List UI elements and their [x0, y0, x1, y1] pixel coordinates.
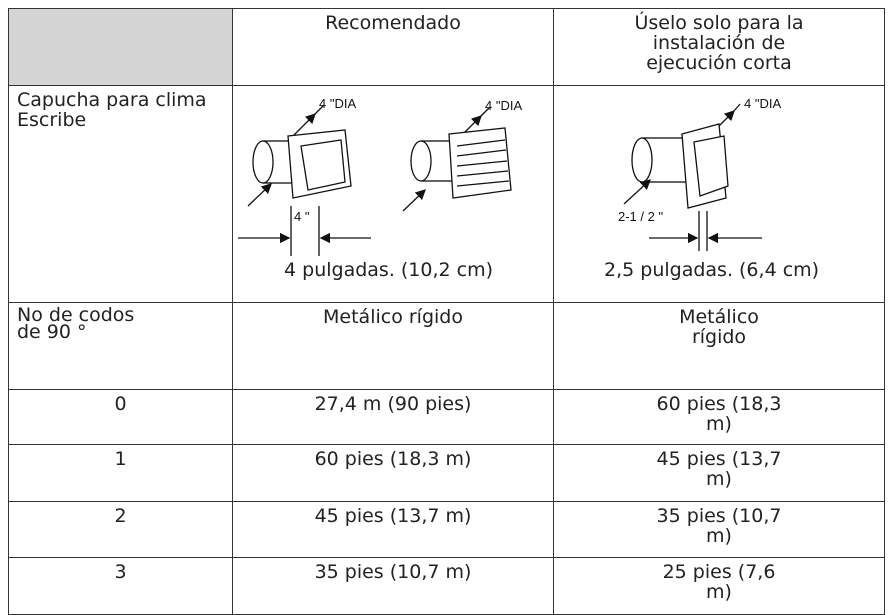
- cell: 60 pies (18,3 m): [553, 389, 885, 445]
- cell: 2: [8, 501, 233, 558]
- cell-text: 35 pies (10,7 m): [656, 505, 782, 547]
- cell: 1: [8, 444, 233, 502]
- cell: Metálico rígido: [232, 302, 554, 390]
- hood-drawing: 4 "DIA 4 "DIA 4 " 4 pulgadas. (10,2 cm): [238, 96, 522, 281]
- material-row: No de codos de 90 ° Metálico rígido Metá…: [8, 302, 885, 390]
- header-cell: Recomendado: [232, 8, 554, 86]
- row: 2 45 pies (13,7 m) 35 pies (10,7 m): [8, 501, 885, 558]
- size-label: 4 pulgadas. (10,2 cm): [284, 259, 493, 281]
- cell-text: Metálico rígido: [679, 306, 759, 348]
- cell-text: 60 pies (18,3 m): [656, 393, 782, 435]
- hood-cell: 4 "DIA 4 "DIA 4 " 4 pulgadas. (10,2 cm): [232, 85, 554, 303]
- header-text: Úselo solo para la instalación de ejecuc…: [634, 12, 804, 74]
- cell: 45 pies (13,7 m): [232, 501, 554, 558]
- cell: 45 pies (13,7 m): [553, 444, 885, 502]
- cell: 60 pies (18,3 m): [232, 444, 554, 502]
- row-label: No de codos de 90 °: [8, 302, 233, 390]
- header-row: Recomendado Úselo solo para la instalaci…: [8, 8, 885, 86]
- row-label: Capucha para clima Escribe: [8, 85, 233, 303]
- row: 0 27,4 m (90 pies) 60 pies (18,3 m): [8, 389, 885, 445]
- header-cell: Úselo solo para la instalación de ejecuc…: [553, 8, 885, 86]
- dia-label: 4 "DIA: [744, 96, 781, 111]
- width-label: 4 ": [294, 209, 310, 224]
- size-label: 2,5 pulgadas. (6,4 cm): [604, 259, 819, 281]
- cell-text: 45 pies (13,7 m): [656, 448, 782, 490]
- dia-label: 4 "DIA: [319, 96, 356, 111]
- cell: Metálico rígido: [553, 302, 885, 390]
- dia-label: 4 "DIA: [485, 98, 522, 113]
- row-label-text: No de codos de 90 °: [17, 304, 135, 343]
- vent-table: Recomendado Úselo solo para la instalaci…: [8, 8, 885, 615]
- width-label: 2-1 / 2 ": [618, 209, 663, 224]
- cell: 3: [8, 557, 233, 615]
- cell: 35 pies (10,7 m): [232, 557, 554, 615]
- cell: 35 pies (10,7 m): [553, 501, 885, 558]
- cell: 27,4 m (90 pies): [232, 389, 554, 445]
- cell: 0: [8, 389, 233, 445]
- cell: 25 pies (7,6 m): [553, 557, 885, 615]
- cell-text: 25 pies (7,6 m): [662, 561, 776, 603]
- hood-cell: 4 "DIA 2-1 / 2 " 2,5 pulgadas. (6,4 cm): [553, 85, 885, 303]
- hood-row: Capucha para clima Escribe 4 "DIA 4 "DIA: [8, 85, 885, 303]
- header-empty: [8, 8, 233, 86]
- row: 3 35 pies (10,7 m) 25 pies (7,6 m): [8, 557, 885, 615]
- hood-drawing: 4 "DIA 2-1 / 2 " 2,5 pulgadas. (6,4 cm): [604, 96, 819, 281]
- row: 1 60 pies (18,3 m) 45 pies (13,7 m): [8, 444, 885, 502]
